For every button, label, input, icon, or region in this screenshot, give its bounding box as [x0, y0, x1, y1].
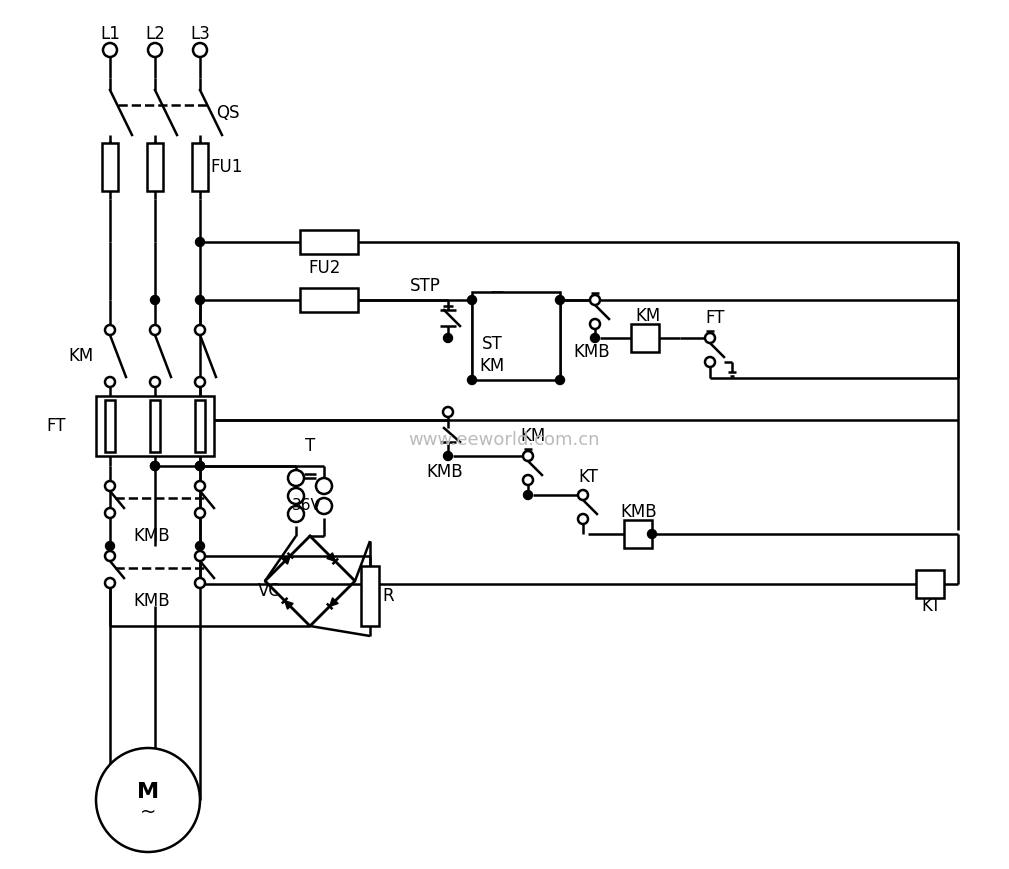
- Circle shape: [288, 470, 304, 486]
- Text: STP: STP: [410, 277, 441, 295]
- Text: KMB: KMB: [573, 343, 609, 361]
- Text: KM: KM: [68, 347, 93, 365]
- Circle shape: [196, 541, 205, 550]
- Text: KMB: KMB: [620, 503, 657, 521]
- Circle shape: [103, 43, 117, 57]
- Circle shape: [467, 375, 476, 384]
- Bar: [472, 292, 560, 380]
- Text: L1: L1: [100, 25, 120, 43]
- Text: FU1: FU1: [210, 158, 242, 176]
- Circle shape: [195, 481, 205, 491]
- Circle shape: [105, 551, 115, 561]
- Circle shape: [288, 488, 304, 504]
- Text: M: M: [137, 782, 159, 802]
- Circle shape: [195, 551, 205, 561]
- Circle shape: [705, 333, 715, 343]
- Circle shape: [105, 377, 115, 387]
- Circle shape: [195, 578, 205, 588]
- Text: T: T: [305, 437, 315, 455]
- Text: L2: L2: [145, 25, 164, 43]
- Text: L3: L3: [190, 25, 210, 43]
- Bar: [300, 288, 358, 312]
- Bar: [102, 143, 118, 191]
- Bar: [361, 566, 379, 626]
- Circle shape: [193, 43, 207, 57]
- Circle shape: [288, 506, 304, 522]
- Circle shape: [196, 461, 205, 470]
- Circle shape: [648, 529, 657, 539]
- Bar: [300, 230, 358, 254]
- Bar: [192, 143, 208, 191]
- Circle shape: [105, 578, 115, 588]
- Bar: [631, 324, 659, 352]
- Circle shape: [195, 377, 205, 387]
- Circle shape: [195, 325, 205, 335]
- Text: KM: KM: [520, 427, 545, 445]
- Text: 36V: 36V: [292, 499, 322, 514]
- Text: www.eeworld.com.cn: www.eeworld.com.cn: [409, 431, 599, 449]
- Circle shape: [443, 407, 453, 417]
- Polygon shape: [282, 555, 291, 564]
- Text: KT: KT: [921, 597, 940, 615]
- Circle shape: [195, 508, 205, 518]
- Circle shape: [150, 461, 159, 470]
- Circle shape: [105, 481, 115, 491]
- Circle shape: [444, 334, 452, 342]
- Text: VC: VC: [258, 582, 281, 600]
- Circle shape: [590, 295, 600, 305]
- Circle shape: [150, 377, 160, 387]
- Text: KMB: KMB: [426, 463, 462, 481]
- Text: KM: KM: [635, 307, 660, 325]
- Circle shape: [578, 490, 588, 500]
- Circle shape: [150, 325, 160, 335]
- Polygon shape: [330, 598, 338, 607]
- Circle shape: [105, 325, 115, 335]
- Circle shape: [150, 295, 159, 304]
- Bar: [624, 520, 652, 548]
- Circle shape: [556, 375, 564, 384]
- Bar: [195, 400, 205, 452]
- Circle shape: [578, 514, 588, 524]
- Text: KM: KM: [479, 357, 504, 375]
- Text: KMB: KMB: [133, 527, 170, 545]
- Circle shape: [148, 43, 162, 57]
- Polygon shape: [285, 600, 294, 609]
- Circle shape: [196, 295, 205, 304]
- Text: FT: FT: [705, 309, 724, 327]
- Circle shape: [106, 541, 114, 550]
- Circle shape: [590, 334, 599, 342]
- Circle shape: [316, 478, 332, 494]
- Text: KT: KT: [578, 468, 598, 486]
- Bar: [96, 396, 214, 456]
- Circle shape: [150, 461, 159, 470]
- Text: R: R: [382, 587, 394, 605]
- Circle shape: [444, 452, 452, 461]
- Circle shape: [524, 490, 533, 500]
- Bar: [150, 400, 160, 452]
- Circle shape: [590, 319, 600, 329]
- Text: KMB: KMB: [133, 592, 170, 610]
- Text: FT: FT: [46, 417, 66, 435]
- Circle shape: [523, 475, 533, 485]
- Text: FU2: FU2: [308, 259, 340, 277]
- Bar: [147, 143, 163, 191]
- Bar: [916, 570, 944, 598]
- Text: ~: ~: [140, 802, 156, 821]
- Circle shape: [316, 498, 332, 514]
- Text: ST: ST: [481, 335, 502, 353]
- Circle shape: [556, 295, 564, 304]
- Polygon shape: [327, 553, 335, 561]
- Circle shape: [196, 237, 205, 247]
- Bar: [105, 400, 115, 452]
- Circle shape: [96, 748, 200, 852]
- Text: QS: QS: [216, 104, 239, 122]
- Circle shape: [196, 461, 205, 470]
- Circle shape: [467, 295, 476, 304]
- Circle shape: [105, 508, 115, 518]
- Circle shape: [523, 451, 533, 461]
- Circle shape: [705, 357, 715, 367]
